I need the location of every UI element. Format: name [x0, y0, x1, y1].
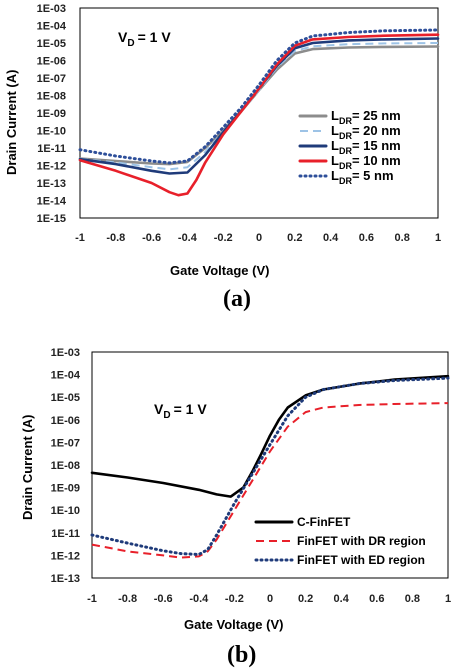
x-tick-label: -0.6 [142, 232, 161, 244]
series-line [90, 374, 450, 498]
y-tick-label: 1E-03 [37, 3, 66, 15]
x-tick-label: -0.8 [106, 232, 125, 244]
panel-a-x-tick-labels: -1 -0.8 -0.6 -0.4 -0.2 0 0.2 0.4 0.6 0.8 1 [75, 232, 441, 244]
panel-b-series-lines [90, 374, 450, 559]
y-tick-label: 1E-04 [37, 21, 67, 33]
panel-b-y-axis-label: Drain Current (A) [20, 415, 35, 520]
panel-a-chart: 1E-15 1E-14 1E-13 1E-12 1E-11 1E-10 1E-09 1E-08… [4, 3, 441, 312]
y-tick-label: 1E-14 [37, 196, 67, 208]
y-tick-label: 1E-15 [37, 213, 66, 225]
x-tick-label: -0.6 [154, 593, 173, 605]
y-tick-label: 1E-12 [37, 161, 66, 173]
panel-a-y-axis-label: Drain Current (A) [4, 70, 19, 175]
series-line [78, 33, 440, 197]
x-tick-label: 0.6 [359, 232, 374, 244]
series-line [91, 402, 449, 559]
y-tick-label: 1E-06 [37, 56, 66, 68]
x-tick-label: 0 [256, 232, 262, 244]
series-line [78, 28, 440, 165]
legend-entry: LDR= 10 nm [331, 153, 401, 171]
y-tick-label: 1E-11 [37, 143, 66, 155]
legend-entry: FinFET with DR region [297, 534, 426, 548]
x-tick-label: 0.4 [323, 232, 339, 244]
legend-entry: C-FinFET [297, 515, 351, 529]
y-tick-label: 1E-13 [51, 573, 80, 585]
y-tick-label: 1E-08 [51, 460, 80, 472]
y-tick-label: 1E-09 [51, 483, 80, 495]
y-tick-label: 1E-06 [51, 415, 80, 427]
y-tick-label: 1E-07 [51, 437, 80, 449]
x-tick-label: 0.8 [395, 232, 410, 244]
y-tick-label: 1E-05 [51, 392, 80, 404]
y-tick-label: 1E-07 [37, 73, 66, 85]
panel-b-annotation: VD = 1 V [154, 401, 207, 421]
panel-b-chart: 1E-13 1E-12 1E-11 1E-10 1E-09 1E-08 1E-07 1E-06… [20, 347, 451, 668]
y-tick-label: 1E-04 [51, 370, 81, 382]
x-tick-label: -0.8 [118, 593, 137, 605]
y-tick-label: 1E-09 [37, 108, 66, 120]
panel-b-plot-frame [91, 351, 449, 579]
legend-entry: FinFET with ED region [297, 553, 425, 567]
x-tick-label: 0 [267, 593, 273, 605]
x-tick-label: 0.4 [334, 593, 350, 605]
legend-entry: LDR= 15 nm [331, 138, 401, 156]
x-tick-label: 0.8 [405, 593, 420, 605]
y-tick-label: 1E-10 [51, 505, 80, 517]
y-tick-label: 1E-03 [51, 347, 80, 359]
x-tick-label: 1 [445, 593, 451, 605]
panel-b-x-tick-labels: -1 -0.8 -0.6 -0.4 -0.2 0 0.2 0.4 0.6 0.8 1 [87, 593, 451, 605]
panel-a-annotation: VD = 1 V [118, 29, 171, 49]
series-line [90, 376, 450, 556]
y-tick-label: 1E-13 [37, 178, 66, 190]
x-tick-label: -0.4 [189, 593, 209, 605]
x-tick-label: -0.4 [178, 232, 198, 244]
legend-entry: LDR= 25 nm [331, 108, 401, 126]
legend-entry: LDR= 20 nm [331, 123, 401, 141]
panel-a-y-tick-labels: 1E-15 1E-14 1E-13 1E-12 1E-11 1E-10 1E-09 1E-08… [37, 3, 67, 225]
legend-entry: LDR= 5 nm [331, 168, 394, 186]
x-tick-label: -0.2 [225, 593, 244, 605]
panel-b-label: (b) [227, 642, 256, 668]
panel-a-label: (a) [223, 286, 251, 312]
y-tick-label: 1E-05 [37, 38, 66, 50]
x-tick-label: -1 [87, 593, 97, 605]
y-tick-label: 1E-08 [37, 91, 66, 103]
panel-b-legend: C-FinFET FinFET with DR region FinFET with… [254, 515, 426, 567]
x-tick-label: 1 [435, 232, 441, 244]
panel-b-y-tick-labels: 1E-13 1E-12 1E-11 1E-10 1E-09 1E-08 1E-07 1E-06… [51, 347, 81, 585]
panel-a-series-lines [78, 28, 440, 197]
y-tick-label: 1E-10 [37, 126, 66, 138]
y-tick-label: 1E-11 [51, 528, 80, 540]
x-tick-label: -1 [75, 232, 85, 244]
x-tick-label: 0.2 [287, 232, 302, 244]
panel-b-x-axis-label: Gate Voltage (V) [184, 617, 283, 632]
x-tick-label: 0.6 [369, 593, 384, 605]
y-tick-label: 1E-12 [51, 550, 80, 562]
panel-a-x-axis-label: Gate Voltage (V) [170, 263, 269, 278]
x-tick-label: 0.2 [298, 593, 313, 605]
x-tick-label: -0.2 [214, 232, 233, 244]
